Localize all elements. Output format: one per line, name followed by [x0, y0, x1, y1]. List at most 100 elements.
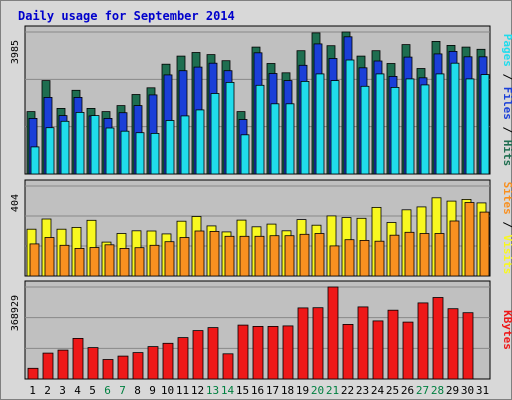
- x-tick-label: 25: [386, 384, 399, 397]
- x-tick-label: 11: [176, 384, 189, 397]
- legend-entry-traffic-3: /: [501, 120, 512, 140]
- bar-kbytes-day-5: [87, 347, 99, 380]
- bar-sites-day-19: [299, 233, 310, 277]
- x-tick-label: 16: [251, 384, 264, 397]
- legend-entry-kbytes-0: KBytes: [501, 310, 512, 350]
- bar-pages-day-8: [135, 132, 145, 175]
- x-tick-label: 31: [476, 384, 489, 397]
- bar-kbytes-day-27: [417, 302, 429, 380]
- bar-pages-day-10: [165, 120, 175, 175]
- bar-pages-day-14: [225, 82, 235, 175]
- bar-kbytes-day-14: [222, 353, 234, 380]
- bar-sites-day-2: [44, 237, 55, 277]
- x-tick-label: 29: [446, 384, 459, 397]
- bar-pages-day-28: [435, 73, 445, 175]
- x-tick-label: 6: [104, 384, 111, 397]
- bar-pages-day-22: [345, 59, 355, 175]
- bar-sites-day-18: [284, 235, 295, 277]
- x-tick-label: 8: [134, 384, 141, 397]
- x-tick-label: 14: [221, 384, 235, 397]
- bar-kbytes-day-25: [387, 309, 399, 380]
- x-tick-label: 3: [59, 384, 66, 397]
- x-tick-label: 10: [161, 384, 174, 397]
- bar-pages-day-12: [195, 109, 205, 175]
- bar-pages-day-21: [330, 80, 340, 175]
- bar-sites-day-3: [59, 244, 70, 277]
- legend-entry-traffic-2: Files: [501, 87, 512, 120]
- x-tick-label: 28: [431, 384, 444, 397]
- bar-kbytes-day-20: [312, 307, 324, 380]
- chart-title: Daily usage for September 2014: [18, 9, 235, 23]
- bar-sites-day-11: [179, 237, 190, 277]
- bar-kbytes-day-2: [42, 352, 54, 380]
- bar-sites-day-30: [464, 202, 475, 277]
- bar-pages-day-26: [405, 78, 415, 175]
- bar-pages-day-15: [240, 134, 250, 175]
- bar-sites-day-13: [209, 230, 220, 277]
- x-tick-label: 18: [281, 384, 294, 397]
- bar-pages-day-23: [360, 85, 370, 175]
- bar-kbytes-day-17: [267, 325, 279, 380]
- legend-entry-traffic-0: Pages: [501, 34, 512, 67]
- x-tick-label: 12: [191, 384, 204, 397]
- x-axis-labels: 1 2 3 4 5 6 7 8 9 10 11 12 13 14 15 16 17 18 19 20 21 22 23 24 2…: [29, 384, 489, 397]
- bar-sites-day-7: [119, 247, 130, 277]
- bar-sites-day-8: [134, 247, 145, 277]
- x-tick-label: 26: [401, 384, 414, 397]
- bar-sites-day-5: [89, 247, 100, 277]
- chart-panels: 3985 Pages / Files / Hits 404 Sites / Visit…: [10, 25, 512, 380]
- bar-kbytes-day-26: [402, 321, 414, 380]
- bar-pages-day-30: [465, 78, 475, 175]
- bar-pages-day-19: [300, 81, 310, 175]
- legend-entry-visits-0: Sites: [501, 182, 512, 215]
- bar-sites-day-1: [29, 243, 40, 277]
- legend-traffic: Pages / Files / Hits: [501, 34, 512, 167]
- panel-kbytes: 368929 KBytes: [10, 280, 512, 380]
- bar-kbytes-day-4: [72, 337, 84, 380]
- bar-sites-day-24: [374, 240, 385, 277]
- x-tick-label: 17: [266, 384, 279, 397]
- bar-pages-day-25: [390, 87, 400, 175]
- bar-sites-day-23: [359, 239, 370, 277]
- bar-pages-day-4: [75, 112, 85, 175]
- x-tick-label: 4: [74, 384, 81, 397]
- y-max-label-traffic: 3985: [10, 40, 21, 64]
- x-tick-label: 22: [341, 384, 354, 397]
- bar-kbytes-day-13: [207, 327, 219, 380]
- bar-pages-day-5: [90, 115, 100, 175]
- bar-kbytes-day-30: [462, 312, 474, 380]
- bar-pages-day-24: [375, 73, 385, 175]
- y-max-label-kbytes: 368929: [10, 295, 21, 331]
- bar-kbytes-day-8: [132, 352, 144, 380]
- x-tick-label: 27: [416, 384, 429, 397]
- bar-sites-day-21: [329, 245, 340, 277]
- bar-pages-day-3: [60, 120, 70, 175]
- bar-sites-day-27: [419, 233, 430, 277]
- bar-sites-day-20: [314, 233, 325, 277]
- bar-sites-day-25: [389, 234, 400, 277]
- bar-pages-day-20: [315, 73, 325, 175]
- x-tick-label: 13: [206, 384, 219, 397]
- bar-sites-day-14: [224, 235, 235, 277]
- bar-kbytes-day-19: [297, 307, 309, 380]
- bar-kbytes-day-6: [102, 359, 114, 380]
- x-tick-label: 24: [371, 384, 385, 397]
- x-tick-label: 15: [236, 384, 249, 397]
- legend-entry-traffic-4: Hits: [501, 140, 512, 167]
- bar-kbytes-day-24: [372, 320, 384, 380]
- bar-kbytes-day-10: [162, 342, 174, 380]
- bar-sites-day-9: [149, 244, 160, 277]
- x-tick-label: 2: [44, 384, 51, 397]
- bar-kbytes-day-3: [57, 349, 69, 380]
- bar-sites-day-10: [164, 241, 175, 277]
- x-tick-label: 23: [356, 384, 369, 397]
- bar-kbytes-day-18: [282, 325, 294, 380]
- legend-visits: Sites / Visits: [501, 182, 512, 275]
- bar-kbytes-day-1: [27, 367, 39, 380]
- bar-kbytes-day-9: [147, 346, 159, 380]
- bar-pages-day-1: [30, 146, 40, 175]
- bar-kbytes-day-16: [252, 325, 264, 380]
- bar-kbytes-day-23: [357, 306, 369, 380]
- bar-kbytes-day-29: [447, 308, 459, 380]
